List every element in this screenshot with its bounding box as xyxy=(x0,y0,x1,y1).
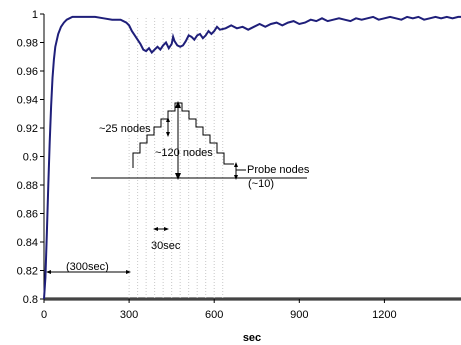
y-tick-label: 0.84 xyxy=(17,237,38,249)
arrow-probe-head-top xyxy=(234,162,238,167)
arrow-25-head-top xyxy=(166,117,170,122)
label-30sec: 30sec xyxy=(151,240,181,252)
arrow-30-head-left xyxy=(153,227,158,231)
arrow-120-head-top xyxy=(175,101,181,108)
label-probe-nodes: Probe nodes xyxy=(247,164,310,176)
y-tick-label: 0.94 xyxy=(17,95,38,107)
y-tick-label: 0.82 xyxy=(17,266,38,278)
y-tick-label: 0.96 xyxy=(17,66,38,78)
y-tick-label: 0.86 xyxy=(17,209,38,221)
y-tick-label: 1 xyxy=(32,9,38,21)
x-tick-label: 600 xyxy=(205,309,223,321)
label-25-nodes: ~25 nodes xyxy=(99,123,151,135)
arrow-25-head-bottom xyxy=(166,132,170,137)
label-probe-count: (~10) xyxy=(248,178,274,190)
x-tick-group: 0 300 600 900 1200 xyxy=(41,299,397,321)
y-tick-group: 0.8 0.82 0.84 0.86 0.88 0.9 0.92 0.94 0.96 0.98 1 xyxy=(17,9,44,306)
arrow-120-head-bottom xyxy=(175,173,181,180)
arrow-300-head-right xyxy=(126,270,131,274)
slot-lines xyxy=(128,18,224,299)
label-300sec: (300sec) xyxy=(66,261,109,273)
x-tick-label: 300 xyxy=(120,309,138,321)
x-tick-label: 1200 xyxy=(372,309,396,321)
arrow-probe-head-bottom xyxy=(234,175,238,180)
y-tick-label: 0.9 xyxy=(23,152,38,164)
series-line xyxy=(43,15,461,300)
y-tick-label: 0.98 xyxy=(17,38,38,50)
arrow-30-head-right xyxy=(164,227,169,231)
x-tick-label: 900 xyxy=(290,309,308,321)
y-tick-label: 0.8 xyxy=(23,294,38,306)
y-tick-label: 0.92 xyxy=(17,123,38,135)
arrow-300-head-left xyxy=(46,270,51,274)
y-tick-label: 0.88 xyxy=(17,180,38,192)
x-axis-label: sec xyxy=(243,332,261,344)
node-staircase xyxy=(132,102,234,168)
x-tick-label: 0 xyxy=(41,309,47,321)
label-120-nodes: ~120 nodes xyxy=(155,147,213,159)
